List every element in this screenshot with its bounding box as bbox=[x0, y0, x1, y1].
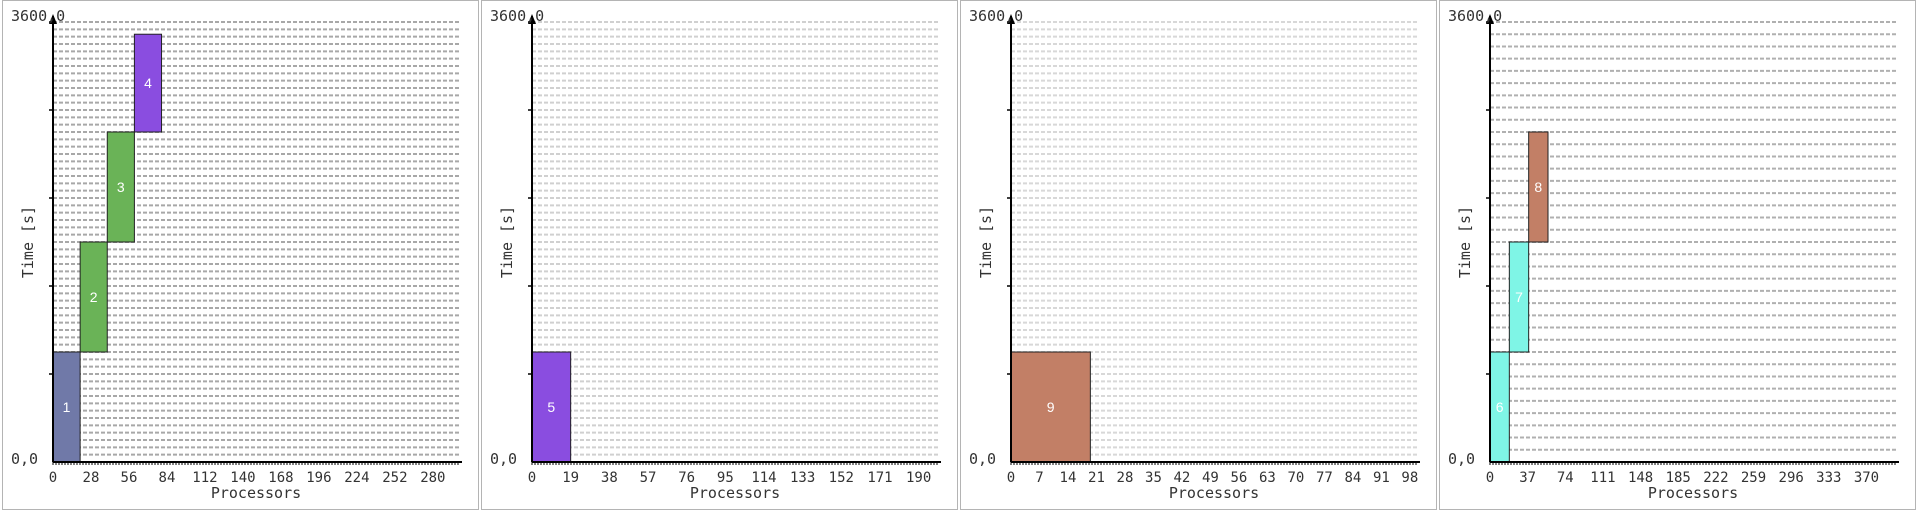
schedule-panel-4: 6 7 8 0 37 74 111 148 185 222 259 296 333 370 3600,0 0,… bbox=[1439, 0, 1916, 510]
x-tick-label: 148 bbox=[1628, 470, 1653, 486]
x-tick-label: 74 bbox=[1557, 470, 1574, 486]
schedule-chart-3: 9 0 7 14 21 28 35 42 49 56 63 70 77 84 91 98 3600,0 0,0 Pr… bbox=[969, 7, 1420, 502]
x-tick-label: 0 bbox=[528, 470, 536, 486]
job-label: 5 bbox=[547, 399, 555, 415]
x-tick-label: 21 bbox=[1088, 470, 1105, 486]
job-block bbox=[531, 351, 572, 463]
y-axis-title: Time [s] bbox=[498, 206, 516, 278]
x-tick-label: 0 bbox=[1486, 470, 1494, 486]
x-tick-label: 196 bbox=[306, 470, 331, 486]
x-tick-label: 185 bbox=[1666, 470, 1691, 486]
x-tick-label: 57 bbox=[640, 470, 657, 486]
x-tick-label: 56 bbox=[1230, 470, 1247, 486]
x-tick-label: 370 bbox=[1854, 470, 1879, 486]
schedule-chart-2: 5 0 19 38 57 76 95 114 133 152 171 190 3600,0 0,0 Proc… bbox=[490, 7, 941, 502]
x-tick-label: 76 bbox=[678, 470, 695, 486]
x-tick-label: 112 bbox=[192, 470, 217, 486]
job-block bbox=[79, 241, 108, 353]
x-tick-label: 42 bbox=[1174, 470, 1191, 486]
x-tick-label: 95 bbox=[717, 470, 734, 486]
x-tick-label: 114 bbox=[751, 470, 776, 486]
job-block bbox=[1508, 241, 1530, 353]
x-tick-label: 0 bbox=[49, 470, 57, 486]
x-axis-title: Processors bbox=[690, 484, 780, 502]
y-axis-title: Time [s] bbox=[1456, 206, 1474, 278]
x-tick-label: 133 bbox=[790, 470, 815, 486]
y-max-label: 3600,0 bbox=[490, 7, 544, 25]
schedule-chart-4: 6 7 8 0 37 74 111 148 185 222 259 296 333 370 3600,0 0,… bbox=[1448, 7, 1899, 502]
x-tick-label: 98 bbox=[1401, 470, 1418, 486]
y-max-label: 3600,0 bbox=[11, 7, 65, 25]
schedule-chart-1: 1 2 3 4 0 28 56 84 112 140 168 196 224 252 280 3600,0 0,… bbox=[11, 7, 462, 502]
x-tick-label: 280 bbox=[420, 470, 445, 486]
y-max-label: 3600,0 bbox=[1448, 7, 1502, 25]
x-axis-title: Processors bbox=[1169, 484, 1259, 502]
x-tick-label: 28 bbox=[1117, 470, 1134, 486]
x-tick-label: 224 bbox=[344, 470, 369, 486]
x-tick-label: 190 bbox=[906, 470, 931, 486]
y-axis-title: Time [s] bbox=[977, 206, 995, 278]
job-block bbox=[52, 351, 81, 463]
job-label: 6 bbox=[1496, 399, 1504, 415]
x-tick-label: 37 bbox=[1519, 470, 1536, 486]
x-tick-label: 56 bbox=[121, 470, 138, 486]
schedule-panel-1: 1 2 3 4 0 28 56 84 112 140 168 196 224 252 280 3600,0 0,… bbox=[2, 0, 479, 510]
x-tick-label: 222 bbox=[1703, 470, 1728, 486]
x-tick-label: 19 bbox=[562, 470, 579, 486]
job-block bbox=[133, 33, 163, 133]
x-tick-label: 168 bbox=[268, 470, 293, 486]
x-tick-label: 152 bbox=[829, 470, 854, 486]
x-tick-label: 38 bbox=[601, 470, 618, 486]
y-min-label: 0,0 bbox=[490, 450, 517, 468]
schedule-panel-2: 5 0 19 38 57 76 95 114 133 152 171 190 3600,0 0,0 Proc… bbox=[481, 0, 958, 510]
job-label: 4 bbox=[144, 75, 152, 91]
x-tick-label: 28 bbox=[83, 470, 100, 486]
y-max-label: 3600,0 bbox=[969, 7, 1023, 25]
y-min-label: 0,0 bbox=[1448, 450, 1475, 468]
x-tick-label: 35 bbox=[1145, 470, 1162, 486]
schedule-panel-3: 9 0 7 14 21 28 35 42 49 56 63 70 77 84 91 98 3600,0 0,0 Pr… bbox=[960, 0, 1437, 510]
x-tick-label: 0 bbox=[1007, 470, 1015, 486]
x-tick-label: 333 bbox=[1816, 470, 1841, 486]
x-axis-title: Processors bbox=[1648, 484, 1738, 502]
x-axis-title: Processors bbox=[211, 484, 301, 502]
x-tick-label: 140 bbox=[230, 470, 255, 486]
job-block bbox=[1528, 131, 1549, 243]
job-label: 1 bbox=[63, 399, 71, 415]
x-tick-label: 49 bbox=[1202, 470, 1219, 486]
y-min-label: 0,0 bbox=[969, 450, 996, 468]
job-block bbox=[106, 131, 135, 243]
x-tick-label: 7 bbox=[1035, 470, 1043, 486]
job-label: 9 bbox=[1047, 399, 1055, 415]
y-min-label: 0,0 bbox=[11, 450, 38, 468]
job-label: 8 bbox=[1534, 179, 1542, 195]
x-tick-label: 84 bbox=[1344, 470, 1361, 486]
x-tick-label: 91 bbox=[1373, 470, 1390, 486]
x-tick-label: 296 bbox=[1779, 470, 1804, 486]
y-axis-title: Time [s] bbox=[19, 206, 37, 278]
x-tick-label: 63 bbox=[1259, 470, 1276, 486]
x-tick-label: 259 bbox=[1741, 470, 1766, 486]
job-label: 7 bbox=[1515, 289, 1523, 305]
x-tick-label: 171 bbox=[867, 470, 892, 486]
job-label: 2 bbox=[90, 289, 98, 305]
x-tick-label: 252 bbox=[382, 470, 407, 486]
x-tick-label: 70 bbox=[1287, 470, 1304, 486]
job-label: 3 bbox=[117, 179, 125, 195]
x-tick-label: 111 bbox=[1590, 470, 1615, 486]
x-tick-label: 77 bbox=[1316, 470, 1333, 486]
x-tick-label: 14 bbox=[1060, 470, 1077, 486]
x-tick-label: 84 bbox=[159, 470, 176, 486]
